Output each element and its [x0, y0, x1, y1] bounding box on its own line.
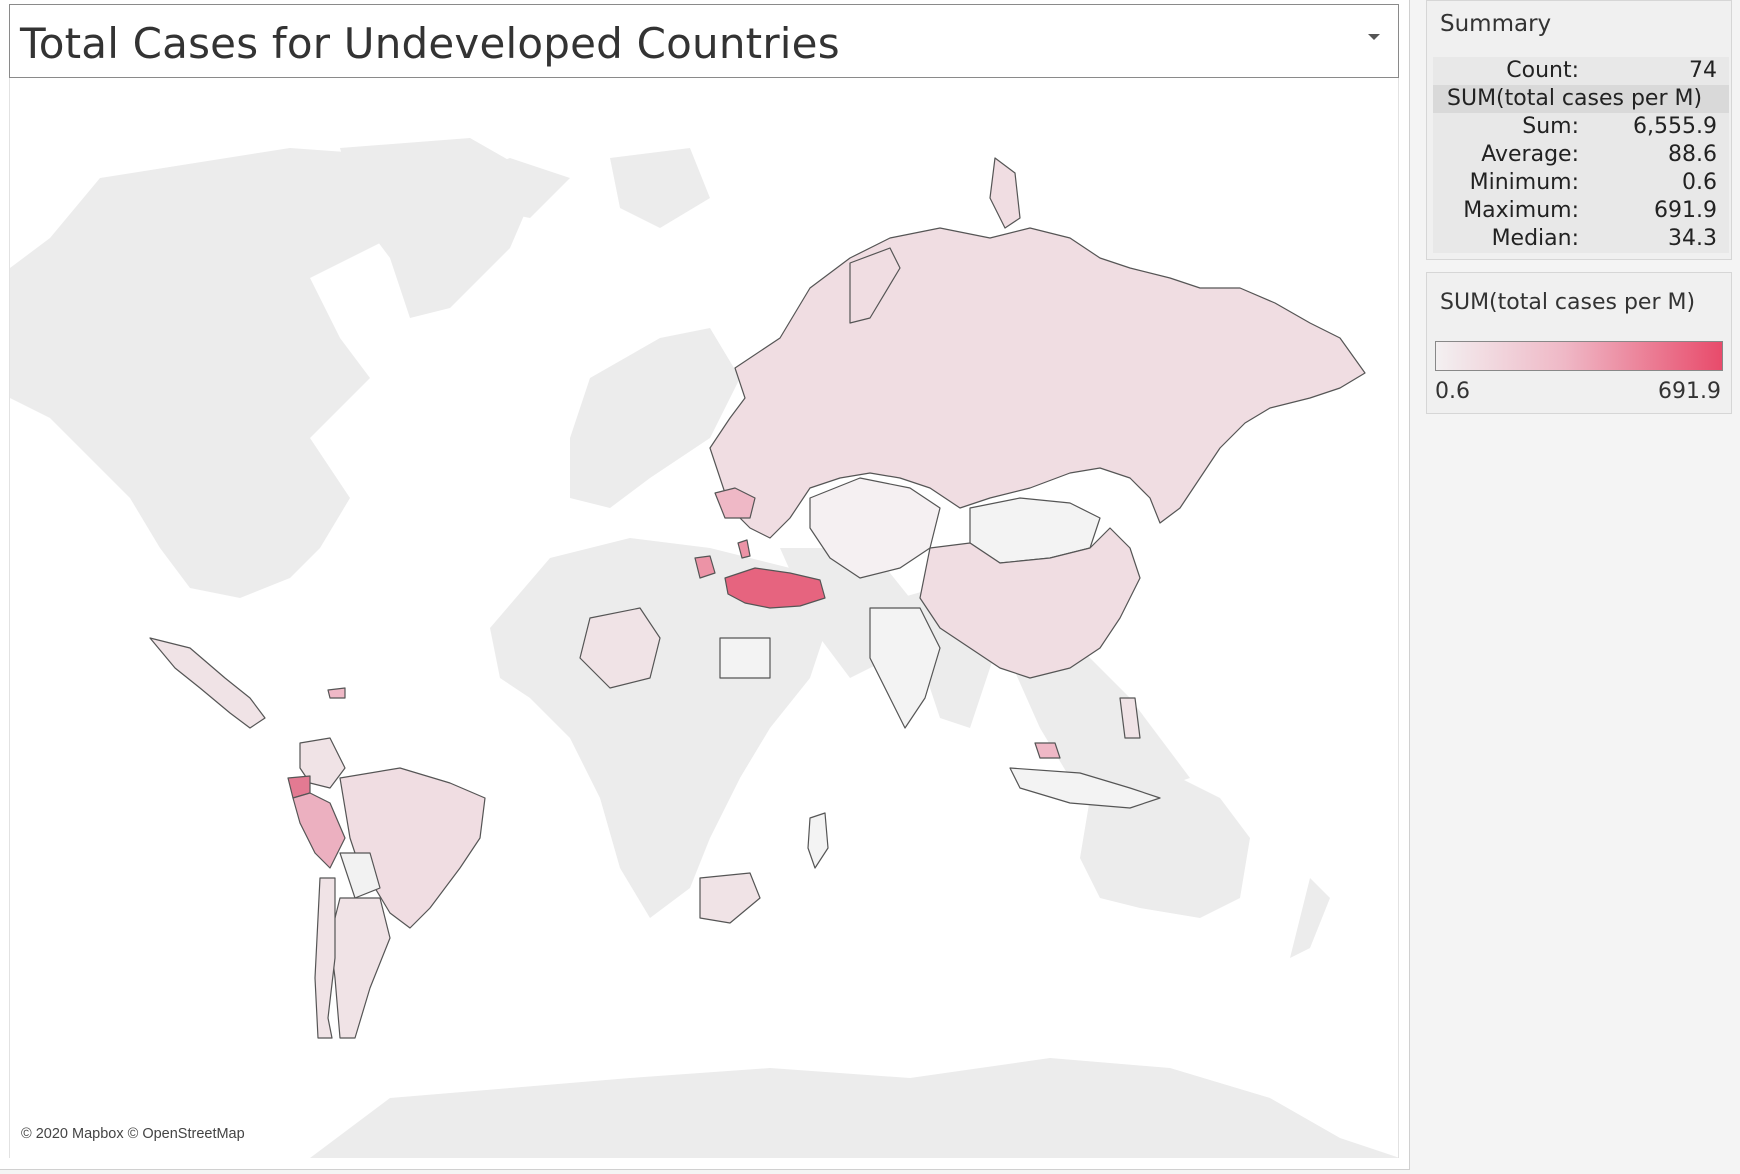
- country-mexico[interactable]: [149, 637, 266, 729]
- summary-measure-header: SUM(total cases per M): [1433, 85, 1729, 113]
- summary-label: Count:: [1506, 58, 1579, 83]
- summary-value: 691.9: [1654, 198, 1717, 223]
- country-kazakhstan[interactable]: [809, 477, 941, 579]
- summary-label: Sum:: [1522, 114, 1579, 139]
- legend-min-label: 0.6: [1435, 379, 1470, 404]
- country-colombia[interactable]: [299, 737, 346, 789]
- country-egypt[interactable]: [719, 637, 771, 679]
- country-indonesia[interactable]: [1009, 767, 1161, 809]
- country-india[interactable]: [869, 607, 941, 729]
- summary-label: Median:: [1491, 226, 1579, 251]
- title-bar: Total Cases for Undeveloped Countries: [9, 4, 1399, 78]
- summary-title: Summary: [1440, 11, 1552, 37]
- summary-value: 74: [1689, 58, 1717, 83]
- country-serbia[interactable]: [694, 555, 716, 579]
- chevron-down-icon[interactable]: [1362, 25, 1386, 49]
- country-south-africa[interactable]: [699, 872, 761, 924]
- country-moldova[interactable]: [737, 539, 751, 559]
- legend-title: SUM(total cases per M): [1440, 290, 1696, 315]
- country-chile[interactable]: [314, 877, 336, 1039]
- map-attribution[interactable]: © 2020 Mapbox © OpenStreetMap: [21, 1126, 245, 1142]
- sidebar: Summary Count: 74 SUM(total cases per M)…: [1424, 0, 1734, 1174]
- summary-label: Maximum:: [1463, 198, 1579, 223]
- country-bolivia[interactable]: [339, 852, 381, 899]
- country-argentina[interactable]: [329, 897, 391, 1039]
- summary-value: 88.6: [1668, 142, 1717, 167]
- summary-value: 34.3: [1668, 226, 1717, 251]
- choropleth: [149, 157, 1366, 1039]
- summary-value: 0.6: [1682, 170, 1717, 195]
- summary-row-count: Count: 74: [1433, 57, 1729, 85]
- summary-row: Maximum: 691.9: [1433, 197, 1729, 225]
- country-russia[interactable]: [709, 227, 1366, 539]
- summary-row: Median: 34.3: [1433, 225, 1729, 253]
- country-belarus[interactable]: [714, 487, 756, 519]
- legend-max-label: 691.9: [1658, 379, 1721, 404]
- country-china[interactable]: [919, 527, 1141, 679]
- summary-row: Average: 88.6: [1433, 141, 1729, 169]
- summary-card: Summary Count: 74 SUM(total cases per M)…: [1426, 0, 1732, 260]
- country-philippines[interactable]: [1119, 697, 1141, 739]
- country-algeria[interactable]: [579, 607, 661, 689]
- legend-color-ramp: [1435, 341, 1723, 371]
- summary-label: Average:: [1481, 142, 1579, 167]
- country-peru[interactable]: [292, 792, 346, 869]
- summary-row: Sum: 6,555.9: [1433, 113, 1729, 141]
- page-title: Total Cases for Undeveloped Countries: [20, 19, 840, 68]
- summary-label: Minimum:: [1469, 170, 1579, 195]
- country-turkey[interactable]: [724, 567, 826, 609]
- country-madagascar[interactable]: [807, 812, 829, 869]
- country-russia-islands[interactable]: [849, 247, 901, 324]
- country-russia-islands[interactable]: [989, 157, 1021, 229]
- country-malaysia[interactable]: [1034, 742, 1061, 759]
- worksheet: Total Cases for Undeveloped Countries: [0, 0, 1410, 1170]
- country-dominican-republic[interactable]: [327, 687, 346, 699]
- summary-row: Minimum: 0.6: [1433, 169, 1729, 197]
- color-legend[interactable]: SUM(total cases per M) 0.6 691.9: [1426, 272, 1732, 414]
- summary-value: 6,555.9: [1633, 114, 1717, 139]
- summary-measure-name: SUM(total cases per M): [1447, 86, 1703, 111]
- summary-table: Count: 74 SUM(total cases per M) Sum: 6,…: [1433, 57, 1729, 253]
- map[interactable]: © 2020 Mapbox © OpenStreetMap: [9, 78, 1399, 1158]
